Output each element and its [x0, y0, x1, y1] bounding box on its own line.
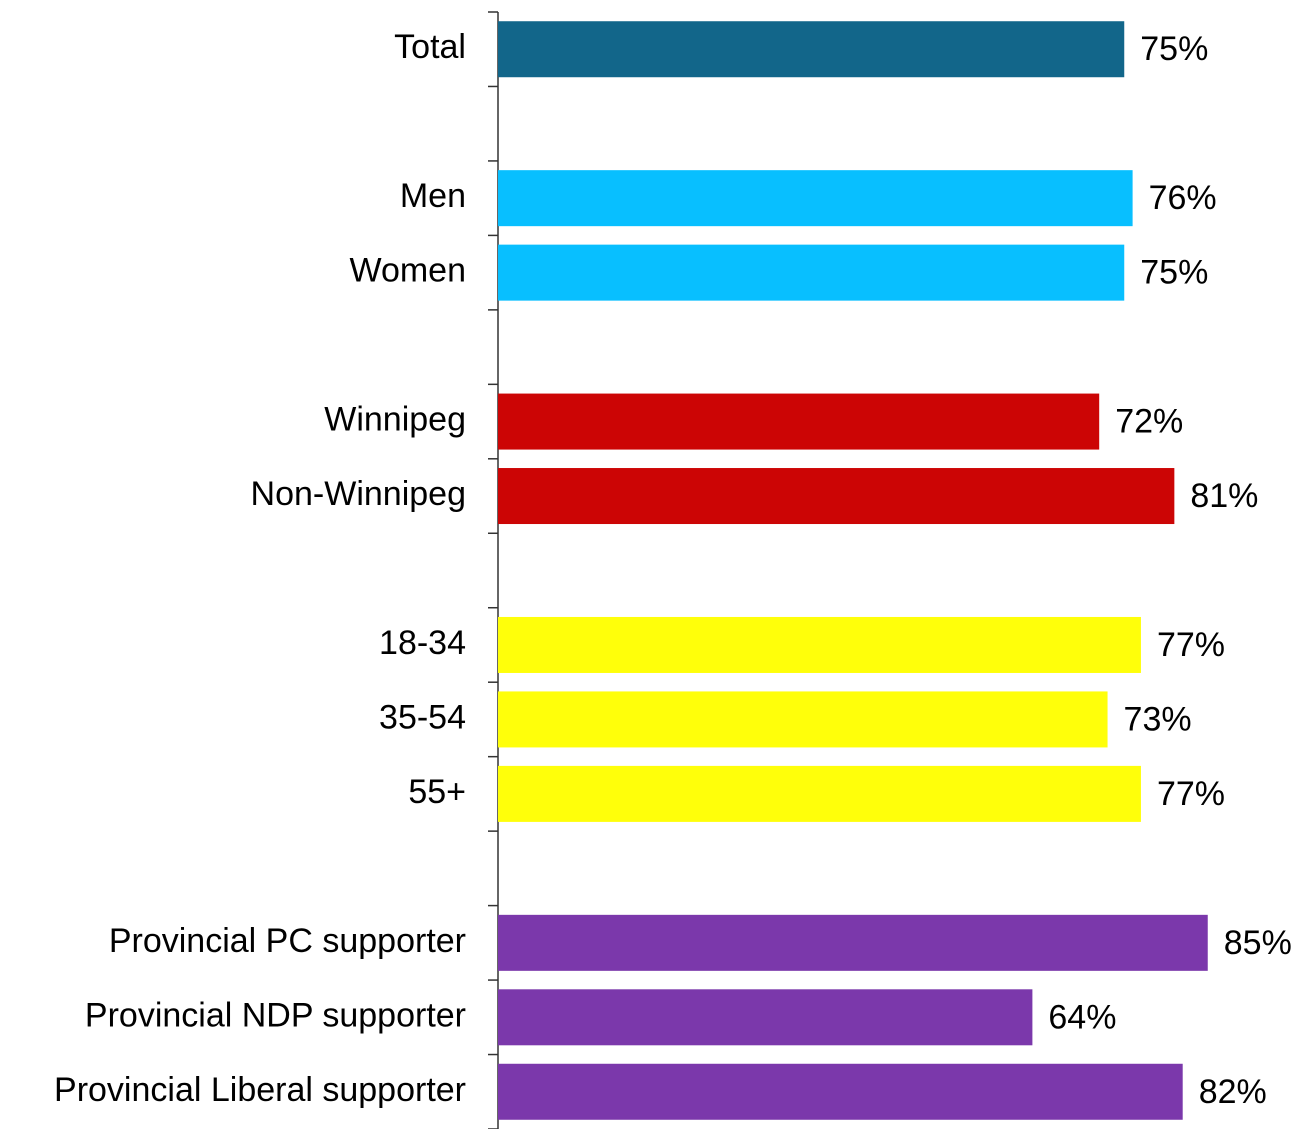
bar: [498, 468, 1175, 525]
y-tick-label: Provincial NDP supporter: [85, 996, 466, 1034]
bar: [498, 765, 1141, 822]
value-label: 73%: [1124, 700, 1192, 738]
y-tick-label: Men: [400, 177, 466, 215]
bar: [498, 691, 1108, 748]
bar: [498, 170, 1133, 227]
value-label: 85%: [1224, 924, 1292, 962]
bar: [498, 393, 1100, 450]
y-tick-label: 55+: [408, 773, 466, 811]
value-label: 72%: [1115, 403, 1183, 441]
bar: [498, 616, 1141, 673]
value-label: 77%: [1157, 626, 1225, 664]
y-tick-label: Provincial PC supporter: [109, 922, 466, 960]
y-tick-label: Non-Winnipeg: [251, 475, 466, 513]
y-tick-label: 35-54: [379, 698, 466, 736]
bar: [498, 21, 1125, 78]
y-tick-label: Provincial Liberal supporter: [54, 1071, 466, 1109]
value-label: 77%: [1157, 775, 1225, 813]
value-label: 64%: [1048, 998, 1116, 1036]
y-tick-label: Total: [394, 28, 466, 66]
bar: [498, 914, 1208, 971]
bar: [498, 1063, 1183, 1120]
value-label: 75%: [1140, 30, 1208, 68]
value-label: 82%: [1199, 1073, 1267, 1111]
value-label: 76%: [1149, 179, 1217, 217]
y-tick-label: 18-34: [379, 624, 466, 662]
value-label: 81%: [1190, 477, 1258, 515]
value-label: 75%: [1140, 254, 1208, 292]
bar: [498, 989, 1033, 1046]
y-tick-label: Women: [349, 252, 466, 290]
bar: [498, 244, 1125, 301]
y-tick-label: Winnipeg: [324, 401, 466, 439]
